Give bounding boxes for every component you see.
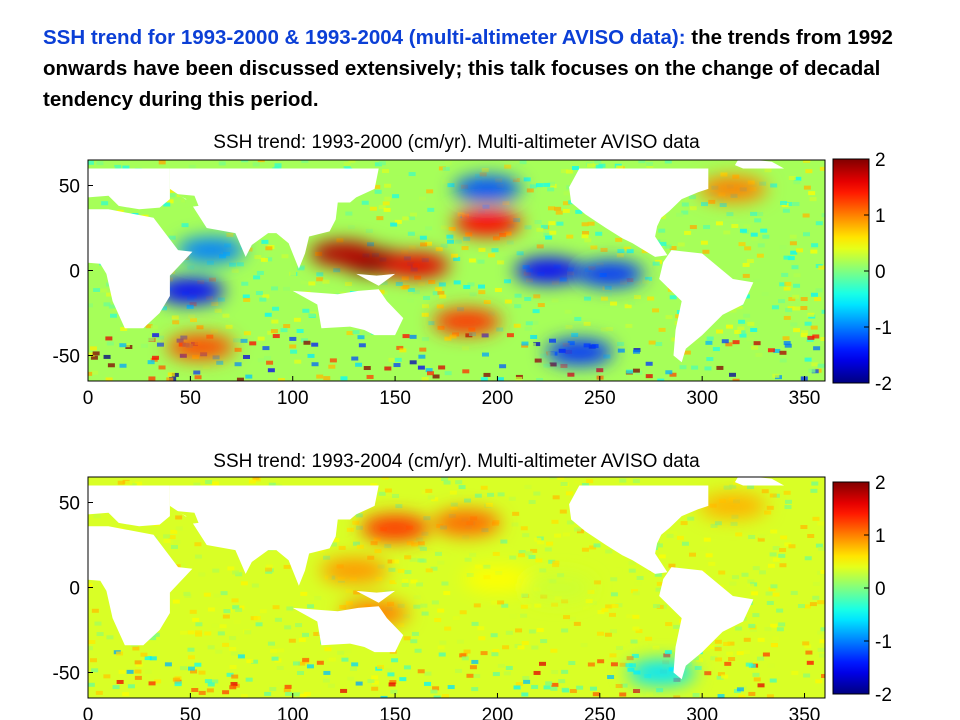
anomaly-patch	[432, 509, 501, 536]
x-tick-label: 150	[379, 388, 411, 409]
caption-highlight: SSH trend for 1993-2000 & 1993-2004 (mul…	[43, 26, 686, 49]
x-tick-label: 300	[686, 388, 718, 409]
colorbar: 2 1 0 -1 -2	[832, 473, 892, 706]
colorbar-tick-label: 2	[875, 150, 886, 171]
continent	[292, 606, 404, 653]
inland-sea	[176, 511, 199, 525]
x-tick-label: 0	[83, 705, 94, 720]
x-tick-label: 50	[180, 388, 201, 409]
anomaly-patch	[361, 515, 430, 541]
y-tick-label: 0	[69, 579, 80, 600]
ssh-map-2: SSH trend: 1993-2004 (cm/yr). Multi-alti…	[53, 451, 892, 720]
anomaly-patch	[453, 175, 522, 202]
anomaly-patch	[545, 339, 614, 366]
continent	[659, 567, 754, 680]
y-tick-label: 50	[59, 494, 80, 515]
x-tick-label: 250	[584, 705, 616, 720]
x-tick-label: 100	[277, 388, 309, 409]
colorbar-tick-label: -2	[875, 374, 892, 395]
anomaly-patch	[698, 175, 767, 202]
x-tick-label: 350	[789, 705, 821, 720]
slide-caption: SSH trend for 1993-2000 & 1993-2004 (mul…	[43, 22, 943, 115]
colorbar: 2 1 0 -1 -2	[832, 150, 892, 395]
x-tick-label: 200	[482, 705, 514, 720]
map-title: SSH trend: 1993-2000 (cm/yr). Multi-alti…	[213, 132, 700, 153]
inland-sea	[176, 194, 199, 208]
colorbar-tick-label: -2	[875, 685, 892, 706]
colorbar-tick-label: 1	[875, 526, 886, 547]
continent	[569, 168, 709, 257]
x-tick-label: 150	[379, 705, 411, 720]
x-tick-label: 50	[180, 705, 201, 720]
land-mask	[88, 477, 785, 680]
anomaly-patch	[576, 260, 645, 287]
y-tick-label: 0	[69, 262, 80, 283]
y-tick-label: 50	[59, 177, 80, 198]
colorbar-scale	[832, 158, 870, 384]
colorbar-tick-label: 1	[875, 206, 886, 227]
x-tick-label: 0	[83, 388, 94, 409]
continent	[734, 160, 785, 169]
y-tick-label: -50	[53, 664, 80, 685]
anomaly-patch	[156, 277, 225, 304]
anomaly-patch	[524, 574, 593, 601]
continent	[169, 168, 379, 269]
anomaly-patch	[320, 557, 389, 584]
x-tick-label: 300	[686, 705, 718, 720]
land-mask	[88, 160, 785, 363]
x-tick-label: 350	[789, 388, 821, 409]
anomaly-patch	[166, 334, 235, 360]
continent	[88, 485, 170, 527]
continent	[356, 590, 396, 603]
colorbar-tick-label: 0	[875, 579, 886, 600]
colorbar-tick-label: 2	[875, 473, 886, 494]
anomaly-patch	[432, 308, 501, 335]
caption-body: the trends from 1992 onwards have been d…	[43, 26, 893, 111]
anomaly-patch	[176, 237, 245, 264]
x-tick-label: 250	[584, 388, 616, 409]
anomaly-patches	[156, 175, 767, 366]
y-tick-label: -50	[53, 347, 80, 368]
continent	[169, 485, 379, 586]
anomaly-patch	[463, 566, 532, 592]
anomaly-patch	[514, 257, 583, 284]
colorbar-tick-label: -1	[875, 632, 892, 653]
continent	[356, 273, 396, 286]
continent	[292, 289, 404, 336]
continent	[88, 526, 193, 646]
colorbar-tick-label: -1	[875, 318, 892, 339]
continent	[734, 477, 785, 486]
x-tick-label: 100	[277, 705, 309, 720]
map-title: SSH trend: 1993-2004 (cm/yr). Multi-alti…	[213, 451, 700, 472]
continent	[659, 250, 754, 363]
anomaly-patch	[309, 240, 378, 267]
continent	[88, 168, 170, 210]
continent	[88, 209, 193, 329]
colorbar-tick-label: 0	[875, 262, 886, 283]
continent	[569, 485, 709, 574]
anomaly-patch	[381, 252, 450, 279]
anomaly-patch	[453, 209, 522, 236]
x-tick-label: 200	[482, 388, 514, 409]
ssh-map-1: SSH trend: 1993-2000 (cm/yr). Multi-alti…	[53, 132, 892, 409]
colorbar-scale	[832, 481, 870, 695]
anomaly-patch	[698, 492, 767, 519]
